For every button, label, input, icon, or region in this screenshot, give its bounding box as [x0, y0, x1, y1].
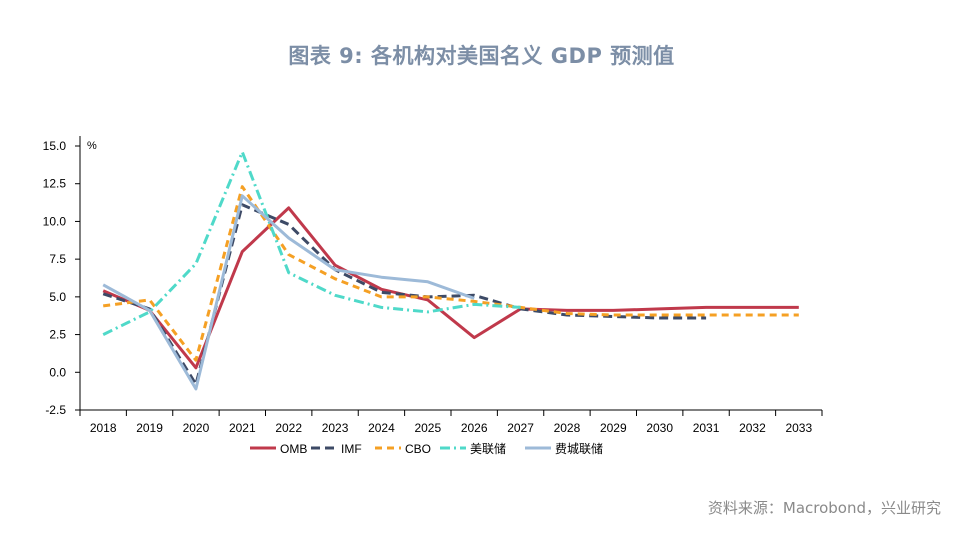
source-note: 资料来源：Macrobond，兴业研究: [707, 499, 941, 517]
x-tick-label: 2031: [693, 421, 720, 435]
series-line-3: [102, 150, 521, 336]
chart-legend: OMB IMF CBO 美联储 费城联储: [250, 441, 603, 456]
chart-title: 图表 9: 各机构对美国名义 GDP 预测值: [288, 44, 675, 68]
chart-axes: 15.0 12.5 10.0 7.5 5.0 2.5 0.0 -2.5% 2018 2019 202…: [43, 136, 823, 435]
x-tick-label: 2019: [136, 421, 163, 435]
y-unit-label: %: [87, 140, 97, 152]
y-tick-label: 10.0: [43, 214, 67, 228]
legend-label-1: IMF: [341, 442, 362, 456]
series-layer: [102, 150, 799, 391]
y-tick-label: 5.0: [49, 290, 66, 304]
legend-label-4: 费城联储: [555, 441, 603, 456]
x-tick-label: 2029: [600, 421, 627, 435]
x-tick-label: 2023: [322, 421, 349, 435]
x-tick-label: 2025: [414, 421, 441, 435]
x-tick-label: 2020: [183, 421, 210, 435]
x-tick-label: 2021: [229, 421, 256, 435]
legend-label-3: 美联储: [470, 441, 506, 456]
x-tick-label: 2022: [275, 421, 302, 435]
x-tick-label: 2030: [646, 421, 673, 435]
series-line-4: [102, 194, 475, 391]
y-tick-label: 0.0: [49, 365, 66, 379]
x-tick-label: 2024: [368, 421, 395, 435]
x-tick-label: 2027: [507, 421, 534, 435]
x-tick-label: 2026: [461, 421, 488, 435]
series-line-2: [103, 185, 799, 362]
y-tick-label: 2.5: [49, 328, 66, 342]
x-tick-label: 2018: [90, 421, 117, 435]
y-tick-label: 7.5: [49, 252, 66, 266]
x-tick-label: 2033: [785, 421, 812, 435]
x-tick-label: 2032: [739, 421, 766, 435]
legend-label-0: OMB: [280, 442, 307, 456]
x-tick-label: 2028: [554, 421, 581, 435]
series-line-0: [102, 206, 799, 370]
y-tick-label: 12.5: [43, 177, 67, 191]
y-tick-label: -2.5: [45, 403, 66, 417]
series-line-1: [102, 203, 707, 386]
y-tick-label: 15.0: [43, 139, 67, 153]
legend-label-2: CBO: [405, 442, 431, 456]
